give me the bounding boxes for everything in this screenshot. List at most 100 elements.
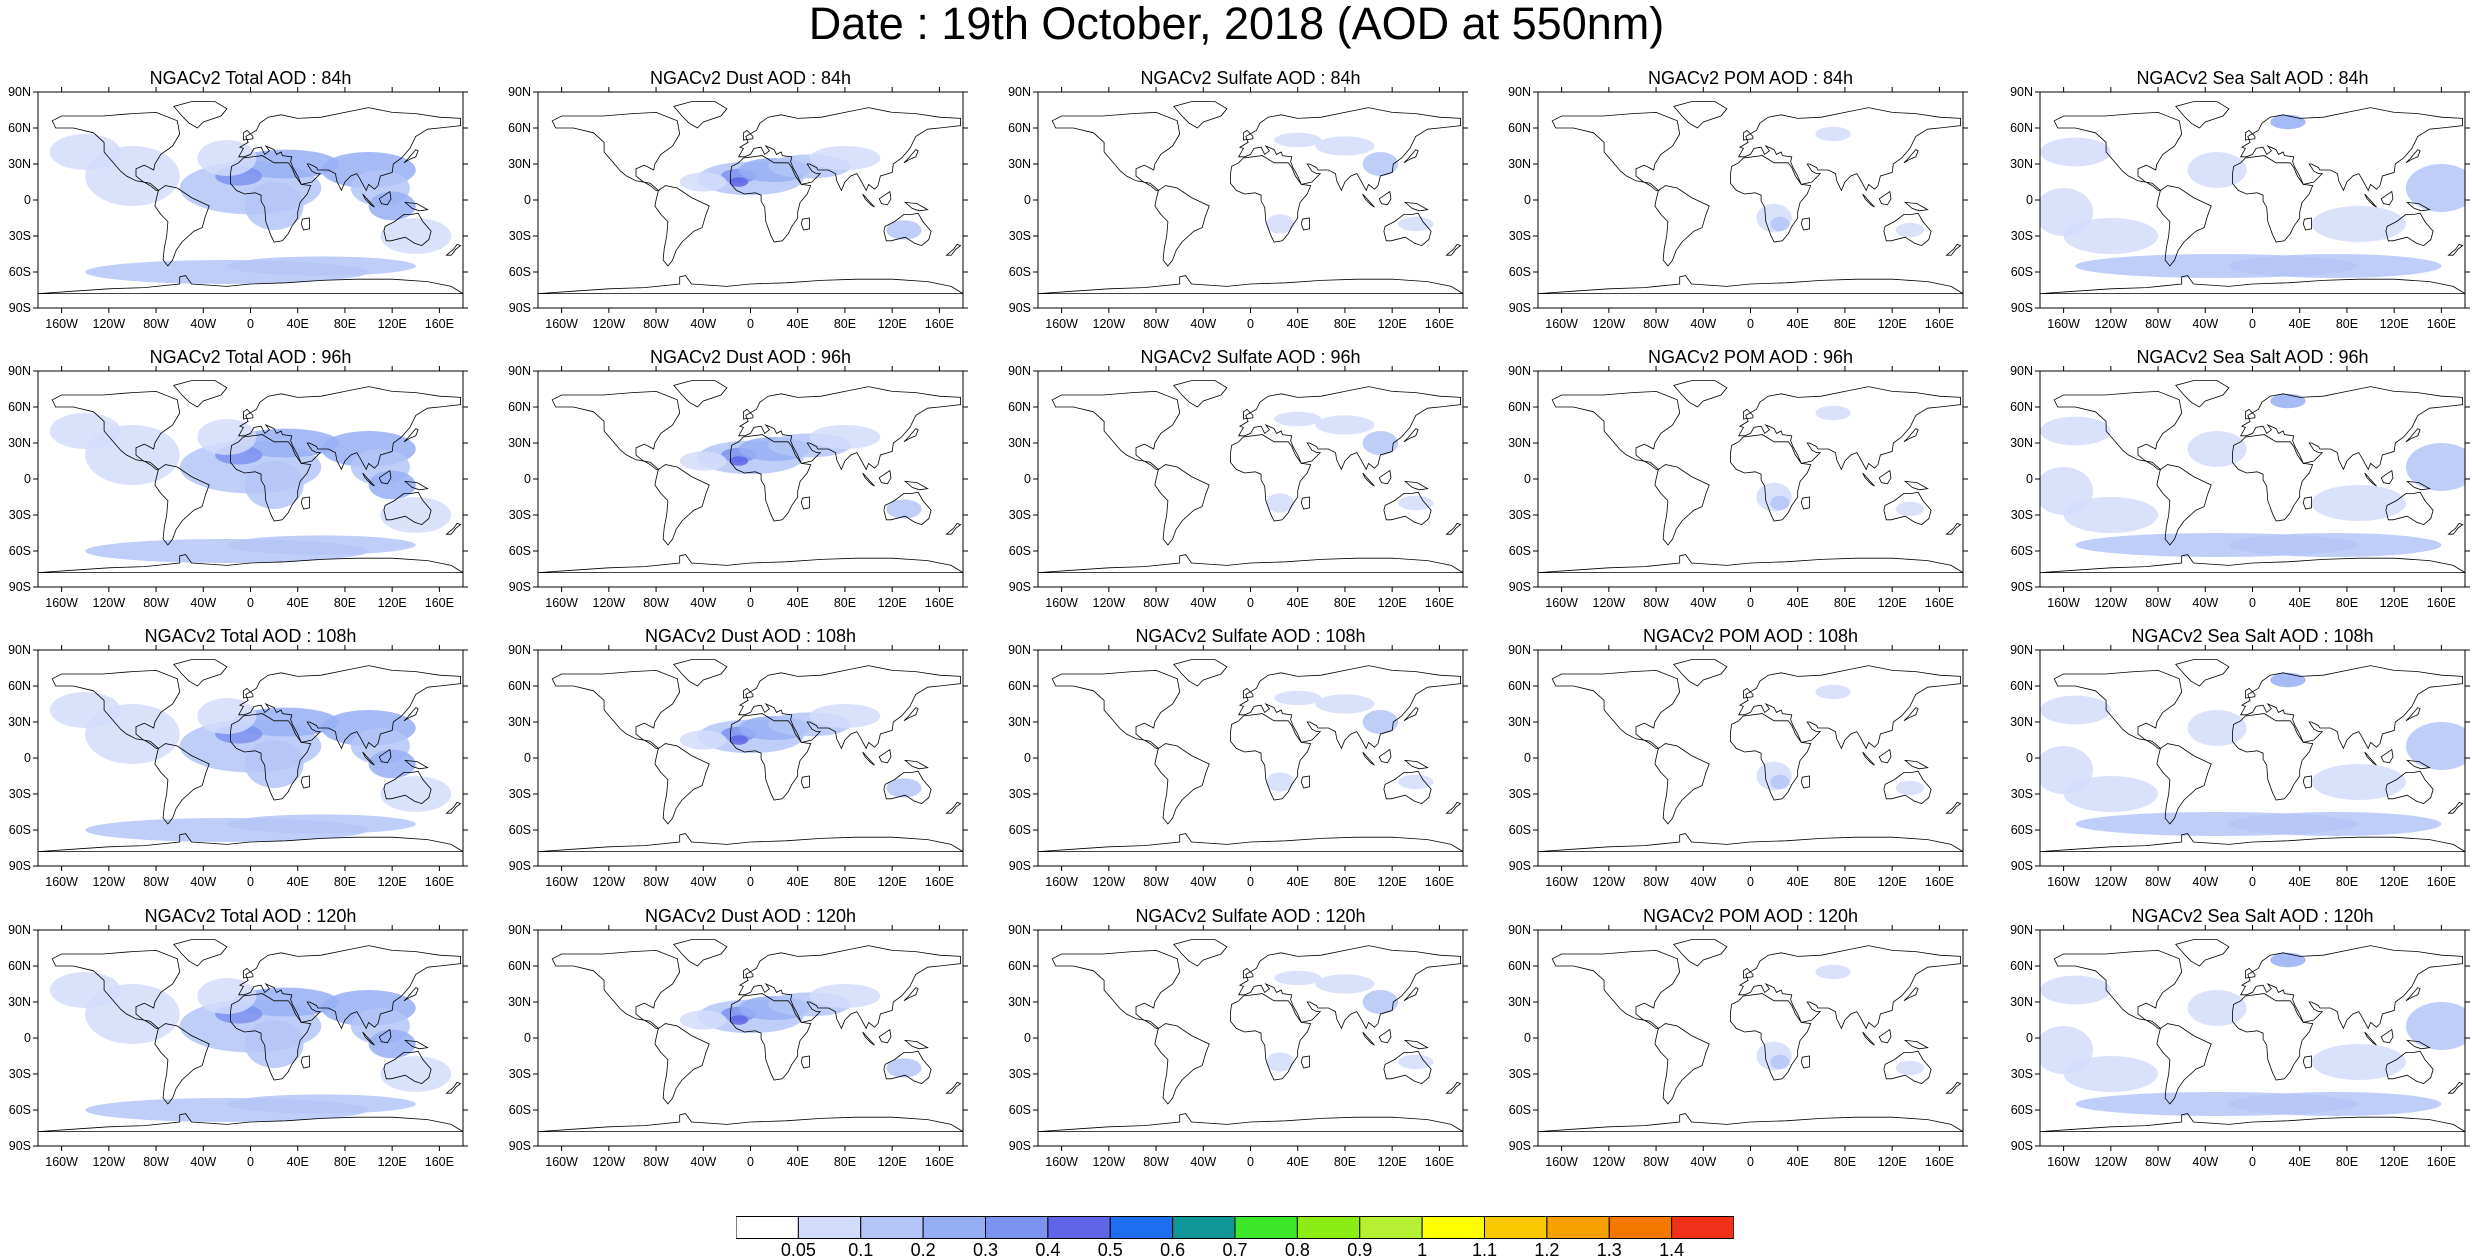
lon-tick-label: 0 xyxy=(2249,317,2256,331)
lon-tick-label: 120E xyxy=(378,596,407,610)
coastline xyxy=(1743,408,1754,420)
coastline xyxy=(730,434,812,522)
lon-tick-label: 80E xyxy=(1834,596,1856,610)
lon-tick-label: 160E xyxy=(1925,317,1954,331)
lat-tick-label: 60N xyxy=(508,400,531,414)
aod-field-patch xyxy=(2270,672,2306,688)
lat-tick-label: 90S xyxy=(1509,1139,1531,1153)
coastline xyxy=(403,149,419,164)
lat-tick-label: 90N xyxy=(2010,85,2033,99)
aod-field-patch xyxy=(2270,393,2306,409)
world-map: 90N 60N 30N 0 30S 60S 90S 160W 120W 80W 40W 0 40E 80E… xyxy=(508,364,968,610)
coastline xyxy=(551,669,681,749)
coastline xyxy=(1730,434,1812,522)
lon-tick-label: 120W xyxy=(1093,875,1126,889)
colorbar-swatch xyxy=(1296,1216,1361,1239)
coastline xyxy=(173,659,228,687)
coastline xyxy=(883,1050,932,1085)
lat-tick-label: 30N xyxy=(1508,715,1531,729)
coastline xyxy=(445,801,462,814)
lon-tick-label: 160W xyxy=(45,317,78,331)
coastline xyxy=(1538,275,1963,294)
lon-tick-label: 120W xyxy=(593,317,626,331)
coastline xyxy=(1654,743,1710,825)
coastline xyxy=(1445,801,1462,814)
aod-field-patch xyxy=(244,1020,304,1068)
coastline xyxy=(38,275,463,294)
map-frame xyxy=(537,91,964,309)
lon-tick-label: 40W xyxy=(2192,317,2218,331)
coastline xyxy=(1403,149,1419,164)
lat-tick-label: 30S xyxy=(9,787,31,801)
lat-tick-label: 90S xyxy=(9,580,31,594)
coastline xyxy=(383,212,432,247)
coastline xyxy=(378,469,392,485)
lon-tick-label: 160E xyxy=(925,1155,954,1169)
coastline xyxy=(2447,243,2464,256)
lon-tick-label: 120E xyxy=(1878,1155,1907,1169)
coastline xyxy=(1300,775,1310,789)
coastline xyxy=(362,472,375,487)
lon-tick-label: 120E xyxy=(2380,317,2409,331)
aod-field-patch xyxy=(2270,114,2306,130)
coastline xyxy=(38,554,463,573)
lon-tick-label: 40W xyxy=(190,875,216,889)
coastline xyxy=(1238,107,1461,192)
world-map: 90N 60N 30N 0 30S 60S 90S 160W 120W 80W 40W 0 40E 80E… xyxy=(1508,364,1968,610)
lat-tick-label: 90S xyxy=(1509,859,1531,873)
aod-field-patch xyxy=(368,1029,416,1059)
lat-tick-label: 30S xyxy=(1009,1067,1031,1081)
lat-tick-label: 60N xyxy=(508,959,531,973)
lon-tick-label: 40E xyxy=(1287,1155,1309,1169)
coastline xyxy=(903,759,929,770)
coastline xyxy=(362,193,375,208)
coastline xyxy=(1154,1023,1210,1105)
world-map: 90N 60N 30N 0 30S 60S 90S 160W 120W 80W 40W 0 40E 80E… xyxy=(1508,85,1968,331)
lon-tick-label: 120E xyxy=(1378,596,1407,610)
aod-field-patch xyxy=(679,451,727,471)
coastline xyxy=(1743,967,1754,979)
lon-tick-label: 160W xyxy=(1545,1155,1578,1169)
coastline xyxy=(743,129,754,141)
lon-tick-label: 0 xyxy=(1747,596,1754,610)
lon-tick-label: 120E xyxy=(1878,875,1907,889)
aod-field-patch xyxy=(1815,964,1851,980)
world-map: 90N 60N 30N 0 30S 60S 90S 160W 120W 80W 40W 0 40E 80E… xyxy=(8,643,468,889)
coastline xyxy=(1051,669,1181,749)
lat-tick-label: 90N xyxy=(2010,364,2033,378)
coastline xyxy=(300,775,310,789)
lon-tick-label: 160W xyxy=(2047,1155,2080,1169)
aod-field-patch xyxy=(886,1058,922,1078)
colorbar-swatch xyxy=(1359,1216,1423,1239)
lat-tick-label: 30N xyxy=(8,157,31,171)
coastline xyxy=(945,1081,962,1094)
lon-tick-label: 160E xyxy=(425,596,454,610)
lon-tick-label: 160W xyxy=(545,875,578,889)
aod-field-patch xyxy=(1315,136,1375,156)
aod-field-patch xyxy=(1274,411,1322,427)
coastline xyxy=(2302,775,2312,789)
panel-title: NGACv2 Sulfate AOD : 84h xyxy=(1140,68,1361,88)
lat-tick-label: 90S xyxy=(1009,1139,1031,1153)
aod-field-patch xyxy=(49,972,121,1008)
lon-tick-label: 120E xyxy=(2380,596,2409,610)
coastline xyxy=(445,1081,462,1094)
coastline xyxy=(903,1039,929,1050)
lat-tick-label: 60N xyxy=(1008,121,1031,135)
colorbar-swatch xyxy=(1608,1216,1673,1239)
lon-tick-label: 80W xyxy=(1143,875,1169,889)
aod-field-patch xyxy=(2187,431,2247,467)
lon-tick-label: 40E xyxy=(1787,1155,1809,1169)
panel-title: NGACv2 POM AOD : 96h xyxy=(1647,347,1854,367)
lat-tick-label: 0 xyxy=(2026,1031,2033,1045)
coastline xyxy=(1445,243,1462,256)
lon-tick-label: 0 xyxy=(247,596,254,610)
coastline xyxy=(862,472,875,487)
coastline xyxy=(1551,949,1681,1029)
aod-field-patch xyxy=(226,1094,416,1114)
lon-tick-label: 0 xyxy=(1247,1155,1254,1169)
colorbar-swatch xyxy=(1047,1216,1111,1239)
lat-tick-label: 0 xyxy=(1524,751,1531,765)
lat-tick-label: 30S xyxy=(9,1067,31,1081)
aod-field-patch xyxy=(1895,780,1925,796)
